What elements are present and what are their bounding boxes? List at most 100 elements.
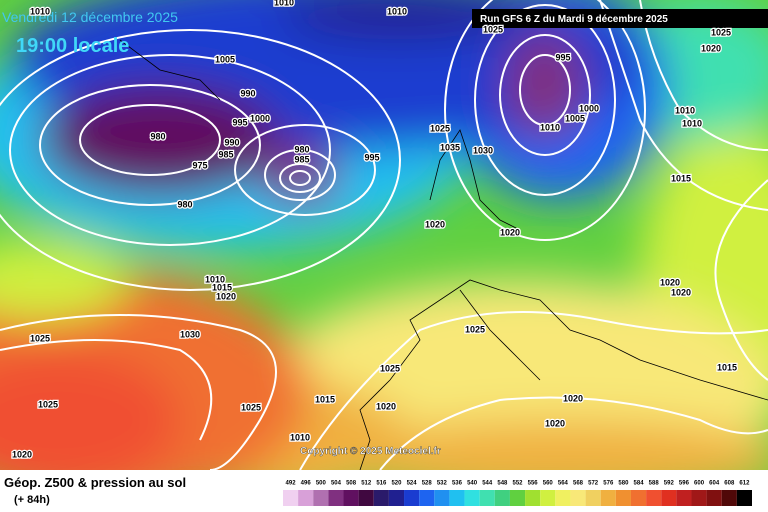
- scale-label: 524: [407, 481, 418, 487]
- scale-label: 500: [316, 481, 327, 487]
- scale-swatch: [676, 490, 692, 506]
- blob: [330, 420, 768, 470]
- map-title: Géop. Z500 & pression au sol: [4, 475, 186, 490]
- scale-label: 504: [331, 481, 342, 487]
- scale-swatch: [525, 490, 541, 506]
- scale-label: 540: [467, 481, 478, 487]
- forecast-date: Vendredi 12 décembre 2025: [2, 9, 178, 25]
- scale-label: 548: [497, 481, 508, 487]
- scale-swatch: [661, 490, 677, 506]
- isobar-label: 990: [240, 88, 255, 98]
- isobar-label: 1035: [440, 142, 460, 152]
- scale-swatch: [570, 490, 586, 506]
- scale-swatch: [615, 490, 631, 506]
- scale-swatch: [630, 490, 647, 506]
- isobar-label: 1000: [579, 103, 599, 113]
- isobar-label: 985: [294, 154, 309, 164]
- scale-label: 604: [709, 481, 720, 487]
- blob: [40, 85, 280, 195]
- scale-label: 564: [558, 481, 569, 487]
- scale-swatch: [479, 490, 495, 506]
- scale-label: 492: [286, 481, 297, 487]
- coastlines: [119, 39, 768, 470]
- scale-swatch: [404, 490, 420, 506]
- scale-label: 576: [603, 481, 614, 487]
- scale-label: 560: [543, 481, 554, 487]
- isobar-label: 1020: [376, 401, 396, 411]
- isobar-label: 1005: [565, 113, 585, 123]
- scale-label: 588: [649, 481, 660, 487]
- scale-swatch: [434, 490, 450, 506]
- scale-swatch: [388, 490, 405, 506]
- isobar-label: 1010: [675, 105, 695, 115]
- scale-label: 592: [664, 481, 675, 487]
- scale-swatch: [358, 490, 374, 506]
- isobars: [0, 0, 768, 470]
- isobar-label: 1010: [205, 274, 225, 284]
- scale-swatch: [706, 490, 722, 506]
- scale-label: 536: [452, 481, 463, 487]
- isobar-label: 1010: [274, 0, 294, 7]
- scale-swatch: [328, 490, 344, 506]
- isobar-label: 1020: [563, 393, 583, 403]
- scale-swatch: [736, 490, 752, 506]
- isobar-label: 995: [232, 117, 247, 127]
- scale-label: 580: [618, 481, 629, 487]
- forecast-time: 19:00 locale: [16, 35, 129, 57]
- scale-label: 596: [679, 481, 690, 487]
- scale-swatch: [600, 490, 616, 506]
- run-box: [472, 9, 768, 28]
- run-info: Run GFS 6 Z du Mardi 9 décembre 2025: [480, 14, 668, 25]
- scale-label: 552: [512, 481, 523, 487]
- isobar-label: 1000: [250, 113, 270, 123]
- scale-label: 584: [634, 481, 645, 487]
- blob: [0, 240, 130, 320]
- scale-swatch: [449, 490, 465, 506]
- blob: [260, 145, 340, 205]
- isobar-label: 1025: [465, 324, 485, 334]
- isobar-label: 995: [555, 52, 570, 62]
- scale-label: 600: [694, 481, 705, 487]
- scale-swatch: [509, 490, 526, 506]
- isobar-label: 1015: [717, 362, 737, 372]
- isobar-label: 980: [150, 131, 165, 141]
- isobar-label: 975: [192, 160, 207, 170]
- isobar-label: 1015: [212, 282, 232, 292]
- isobar-label: 1010: [540, 122, 560, 132]
- isobar-label: 990: [224, 137, 239, 147]
- scale-label: 608: [724, 481, 735, 487]
- copyright: Copyright © 2025 Meteociel.fr: [300, 446, 441, 457]
- scale-label: 612: [739, 481, 750, 487]
- scale-swatch: [585, 490, 601, 506]
- isobar-label: 985: [218, 149, 233, 159]
- isobar-label: 1010: [682, 118, 702, 128]
- blob: [0, 350, 180, 470]
- scale-label: 544: [482, 481, 493, 487]
- isobar-label: 1025: [38, 399, 58, 409]
- scale-swatch: [343, 490, 359, 506]
- isobar-label: 1010: [290, 432, 310, 442]
- isobar-label: 1010: [387, 6, 407, 16]
- isobar-label: 1020: [500, 227, 520, 237]
- isobar-label: 1025: [430, 123, 450, 133]
- isobar-label: 1020: [660, 277, 680, 287]
- isobar-label: 1010: [30, 6, 50, 16]
- isobar-label: 1020: [12, 449, 32, 459]
- scale-swatch: [464, 490, 480, 506]
- scale-swatch: [313, 490, 329, 506]
- isobar-label: 1020: [216, 291, 236, 301]
- isobar-label: 1020: [671, 287, 691, 297]
- isobar-label: 1025: [380, 363, 400, 373]
- scale-label: 568: [573, 481, 584, 487]
- scale-label: 532: [437, 481, 448, 487]
- scale-swatch: [646, 490, 662, 506]
- scale-swatch: [555, 490, 571, 506]
- isobar-label: 1020: [545, 418, 565, 428]
- isobar-label: 1030: [473, 145, 493, 155]
- scale-label: 556: [528, 481, 539, 487]
- isobar-label: 980: [294, 144, 309, 154]
- isobar-label: 995: [364, 152, 379, 162]
